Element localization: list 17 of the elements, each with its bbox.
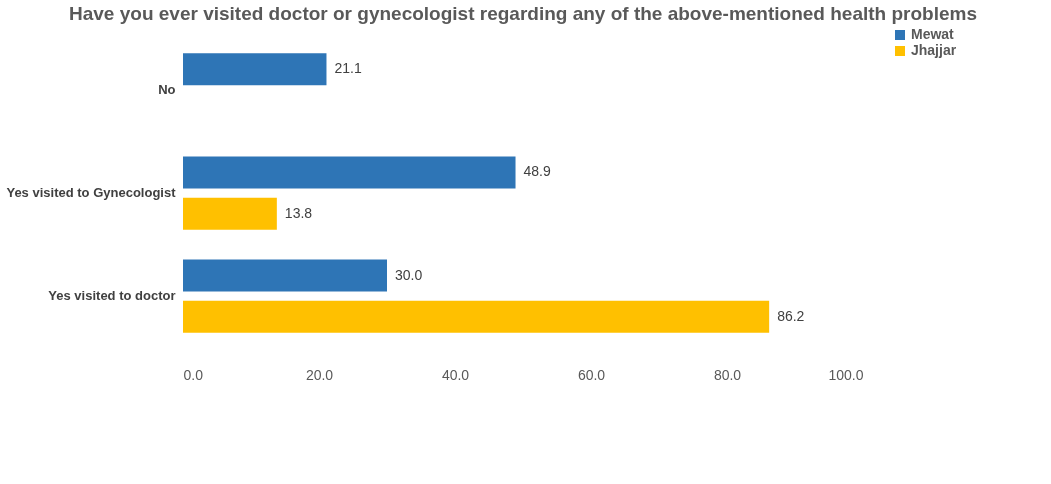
data-label: 86.2 [777,307,805,324]
y-tick-label: Yes visited to Gynecologist [6,185,177,200]
data-label: 30.0 [395,266,423,283]
data-label: 48.9 [523,163,551,180]
x-tick-label: 80.0 [713,366,742,383]
chart-title: Have you ever visited doctor or gynecologist regarding any of the above-mentioned health problems [69,3,977,24]
data-label: 21.1 [334,60,362,77]
x-tick-label: 20.0 [305,366,334,383]
x-tick-label: 40.0 [441,366,470,383]
y-tick-label: No [158,81,176,97]
y-tick-label: Yes visited to doctor [48,288,176,304]
legend-label: Mewat [911,26,955,42]
legend-label: Jhajjar [911,42,957,58]
x-tick-label: 0.0 [183,366,204,383]
x-tick-label: 60.0 [577,366,606,383]
x-tick-label: 100.0 [828,366,864,383]
data-label: 13.8 [284,204,313,221]
